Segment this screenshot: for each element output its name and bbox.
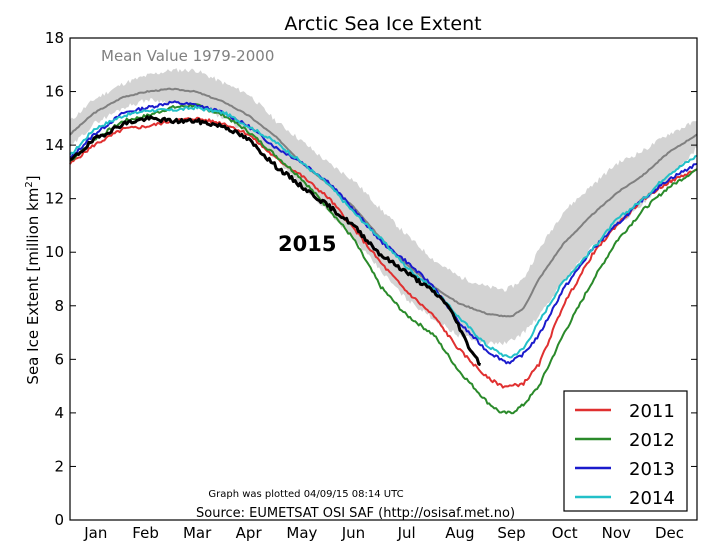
y-axis-label: Sea Ice Extent [million km2] [24,175,42,384]
x-tick-label-nov: Nov [602,524,631,542]
x-tick-label-jul: Jul [397,524,416,542]
x-tick-label-dec: Dec [655,524,684,542]
y-tick-label: 14 [45,136,64,154]
plot-frame [69,37,698,521]
y-tick-label: 2 [54,457,64,475]
y-tick-label: 10 [45,243,64,261]
y-tick-label: 8 [54,297,64,315]
y-tick-label: 16 [45,83,64,101]
y-axis-label-sup: 2 [24,181,35,187]
series-line-2014 [69,105,698,359]
plotted-footnote: Graph was plotted 04/09/15 08:14 UTC [208,489,403,500]
axes: 0 2 4 6 8 10 12 14 16 18 Jan Feb Mar Apr May Jun Jul Aug S… [45,29,698,542]
legend-label-2014: 2014 [629,488,675,509]
x-tick-label-oct: Oct [552,524,578,542]
x-tick-label-aug: Aug [445,524,474,542]
y-tick-label: 4 [54,404,64,422]
x-tick-label-may: May [286,524,317,542]
year-2015-label: 2015 [278,232,336,256]
y-tick-label: 12 [45,190,64,208]
y-tick-label: 18 [45,29,64,47]
x-tick-label-mar: Mar [183,524,212,542]
x-tick-label-jan: Jan [83,524,107,542]
x-tick-label-sep: Sep [497,524,525,542]
source-footnote: Source: EUMETSAT OSI SAF (http://osisaf.… [196,506,515,521]
mean-value-label: Mean Value 1979-2000 [101,47,274,65]
legend: 2011 2012 2013 2014 [563,390,688,512]
legend-label-2011: 2011 [629,401,675,422]
legend-label-2013: 2013 [629,459,675,480]
x-tick-label-feb: Feb [132,524,159,542]
x-tick-label-apr: Apr [236,524,263,542]
y-axis-label-end: ] [24,175,42,181]
chart-title: Arctic Sea Ice Extent [284,13,481,35]
series-line-2015 [69,115,482,367]
y-tick-label: 6 [54,350,64,368]
y-axis-label-text: Sea Ice Extent [million km [24,188,42,385]
x-tick-label-jun: Jun [341,524,365,542]
y-tick-label: 0 [54,511,64,529]
series-lines [69,87,698,415]
legend-label-2012: 2012 [629,430,675,451]
series-line-2012 [69,103,698,415]
